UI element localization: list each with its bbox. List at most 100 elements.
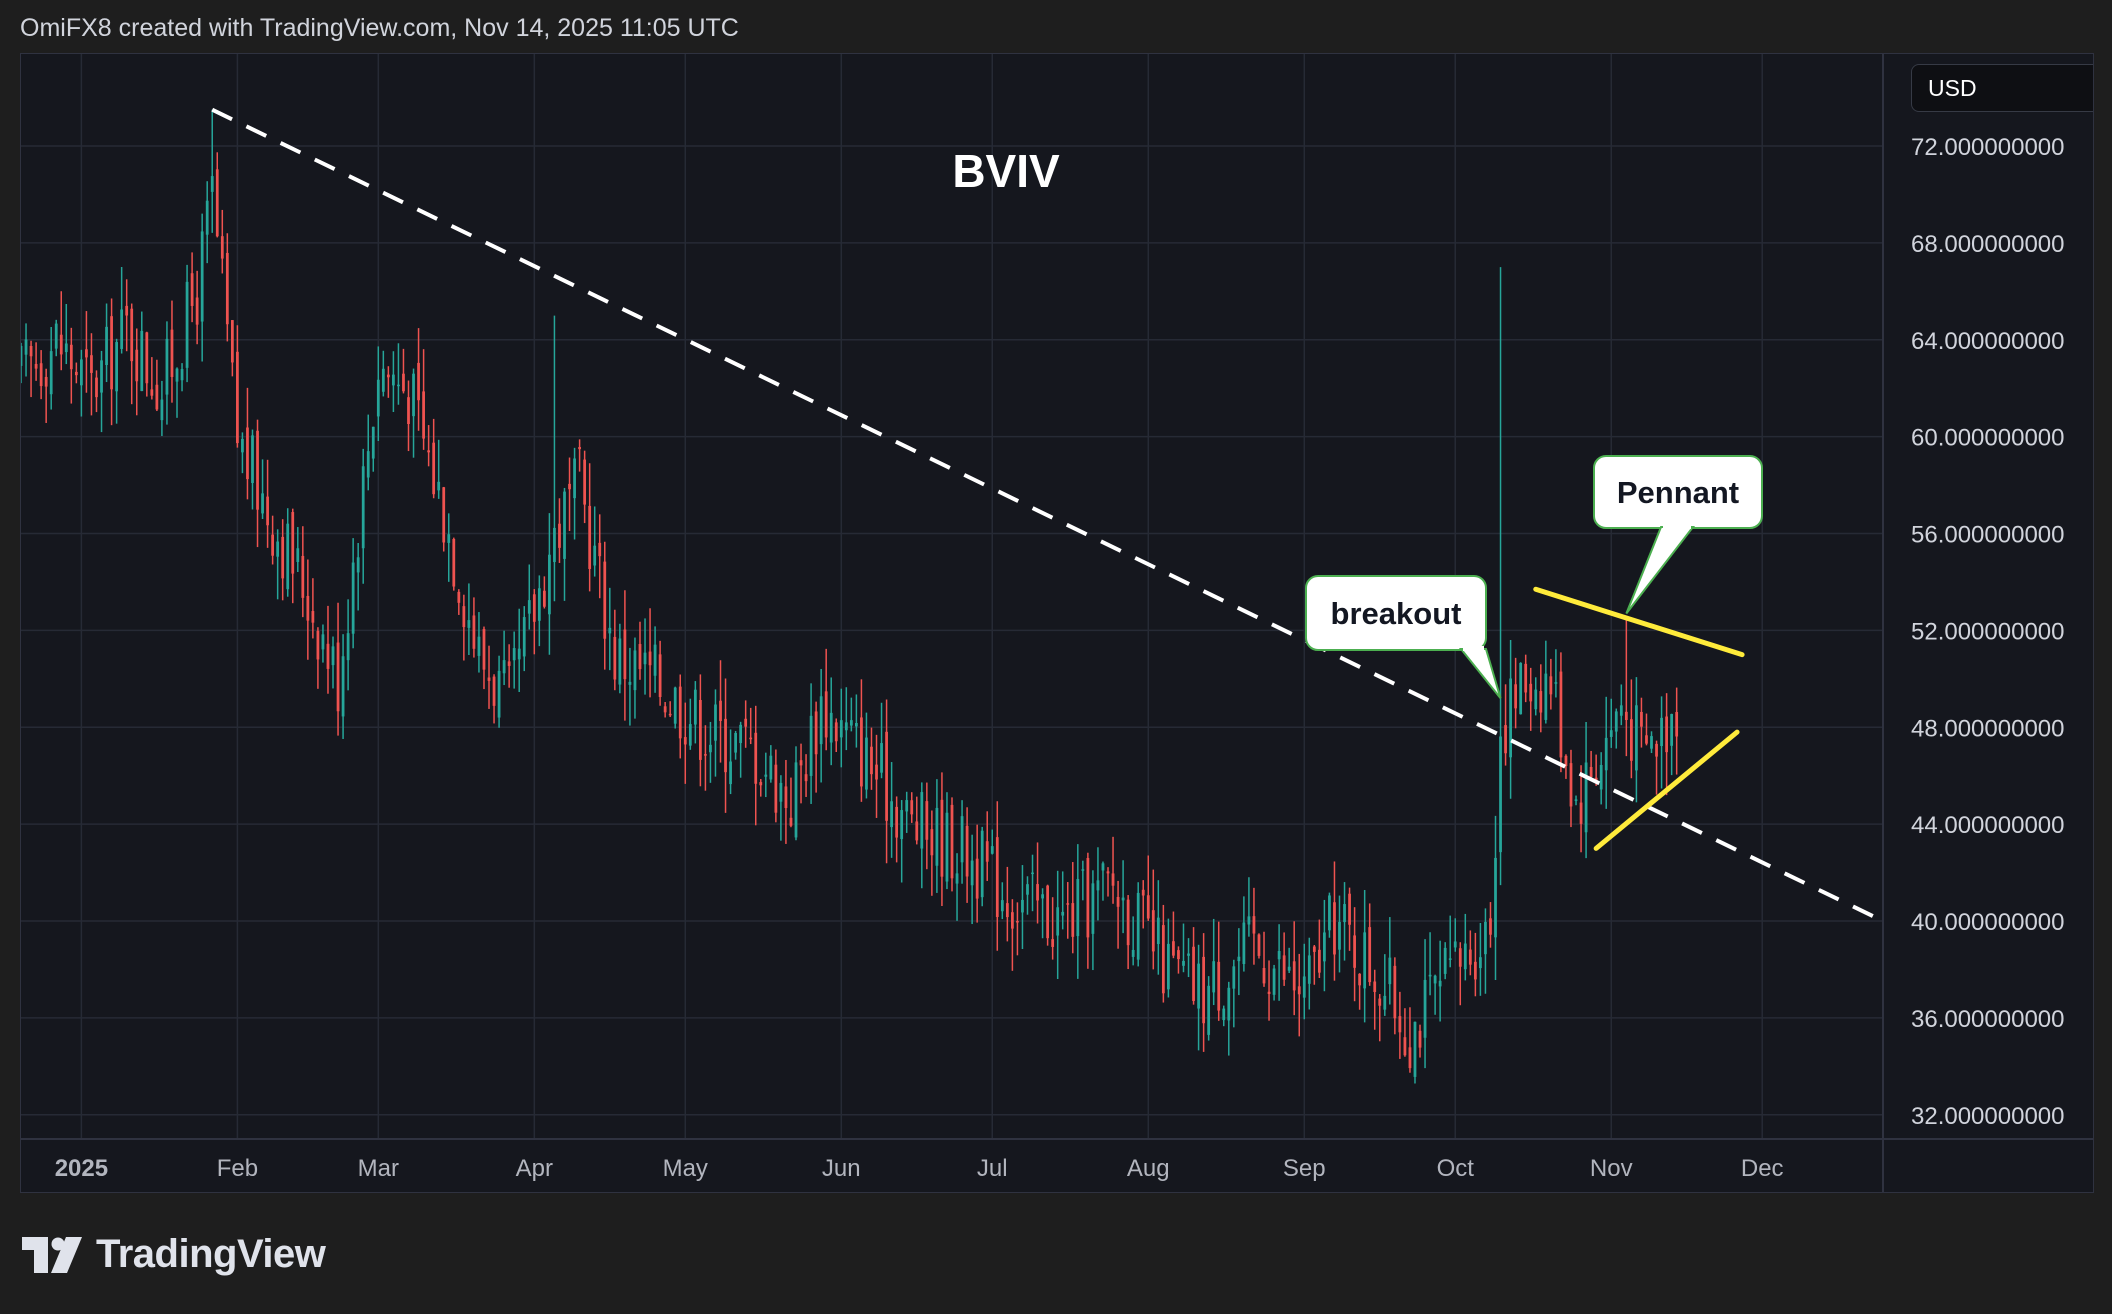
candle-body [1066,903,1070,905]
candle-body [1640,711,1643,727]
candle-body [819,696,823,745]
candle-body [1398,1016,1402,1033]
candle-body [507,661,511,666]
candle-body [271,534,275,556]
candle-body [1559,671,1563,758]
candle-body [1373,981,1377,992]
candle-body [1388,957,1392,985]
candle-body [467,620,471,628]
candle-body [346,633,350,661]
candle-body [417,362,420,401]
candle-body [437,481,441,491]
candle-body [130,308,134,362]
candle-body [638,644,642,670]
candle-body [537,588,541,621]
candle-body [1297,986,1301,995]
candle-body [1539,691,1543,713]
candle-body [517,648,521,660]
candlestick-series [21,109,1679,1084]
currency-button[interactable]: USD [1911,64,2093,112]
candle-body [558,523,561,548]
candle-body [1005,903,1009,918]
candle-body [1016,921,1019,923]
candle-body [220,236,224,259]
candle-body [1584,762,1588,833]
candle-body [1217,961,1221,1011]
candle-body [578,447,581,450]
candle-body [432,442,436,495]
candle-body [492,676,496,706]
candle-body [1111,873,1115,886]
candle-body [1172,941,1175,956]
candle-body [613,636,617,680]
candle-body [603,561,607,639]
candle-body [1504,725,1507,754]
price-tick-label: 48.000000000 [1911,715,2065,742]
candle-body [905,800,909,812]
candle-body [1423,979,1427,1038]
candle-body [155,384,159,410]
candle-body [724,718,727,773]
pennant-lower-line [1593,729,1740,851]
candle-body [105,326,108,365]
candle-body [1192,946,1195,1002]
callout-tail [1458,648,1502,699]
candle-body [462,606,466,628]
candle-body [563,491,566,559]
candle-body [960,816,964,863]
candle-body [24,339,28,355]
candle-body [663,706,667,713]
candle-body [125,305,129,316]
bviv-chart[interactable]: breakout Pennant BVIV 32.000000000 36.0000… [21,54,2094,1193]
tradingview-logo[interactable]: TradingView [22,1232,326,1277]
candle-body [281,536,285,579]
candle-body [1645,735,1648,744]
candle-body [1599,764,1603,790]
candle-body [1317,949,1321,973]
candle-body [875,764,878,780]
candle-body [1519,662,1523,715]
pennant-upper-line [1533,586,1745,658]
candle-body [1604,737,1608,771]
time-tick-label: Feb [217,1155,258,1182]
candle-body [1146,895,1150,919]
candle-body [915,821,919,841]
candle-body [482,629,486,670]
candle-body [1433,975,1437,984]
candle-body [729,761,732,785]
candle-body [568,483,571,490]
candle-body [246,427,249,480]
candle-body [1287,966,1291,971]
candle-body [286,523,290,590]
attribution-text: OmiFX8 created with TradingView.com, Nov… [20,14,739,42]
time-tick-label: Jul [977,1155,1008,1182]
candle-body [69,344,73,370]
candle-body [487,677,491,681]
candle-body [1136,892,1140,960]
tradingview-logo-icon [22,1236,82,1273]
candle-body [890,801,893,828]
candle-body [1624,711,1628,721]
chart-panel[interactable]: breakout Pennant BVIV 32.000000000 36.0000… [20,53,2094,1193]
candle-body [442,487,446,543]
candle-body [749,737,753,740]
candle-body [402,373,405,392]
candle-body [1534,689,1538,710]
price-tick-label: 32.000000000 [1911,1103,2065,1130]
candle-body [839,720,843,738]
candle-body [477,636,481,656]
candle-body [1358,973,1362,986]
candle-body [995,837,999,917]
candle-body [1081,869,1085,871]
candle-body [865,737,868,790]
candle-body [190,273,194,306]
candle-body [397,384,400,387]
candle-body [980,830,984,898]
candle-body [1292,961,1296,991]
candle-body [588,505,592,569]
candle-body [920,792,924,849]
candle-body [970,860,974,886]
time-tick-label: May [663,1155,708,1182]
candle-body [351,562,355,634]
candle-body [311,611,315,623]
